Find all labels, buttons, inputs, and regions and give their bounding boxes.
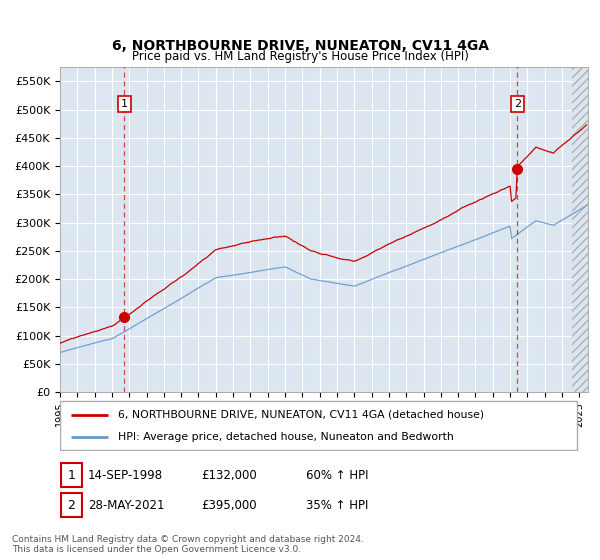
FancyBboxPatch shape	[61, 493, 82, 517]
Text: 6, NORTHBOURNE DRIVE, NUNEATON, CV11 4GA (detached house): 6, NORTHBOURNE DRIVE, NUNEATON, CV11 4GA…	[118, 409, 484, 419]
Text: Contains HM Land Registry data © Crown copyright and database right 2024.
This d: Contains HM Land Registry data © Crown c…	[12, 535, 364, 554]
Text: 14-SEP-1998: 14-SEP-1998	[88, 469, 163, 482]
Text: 2: 2	[68, 499, 76, 512]
FancyBboxPatch shape	[60, 402, 577, 450]
Text: £395,000: £395,000	[201, 499, 256, 512]
Text: HPI: Average price, detached house, Nuneaton and Bedworth: HPI: Average price, detached house, Nune…	[118, 432, 454, 442]
FancyBboxPatch shape	[61, 464, 82, 487]
Text: 1: 1	[121, 99, 128, 109]
Text: 35% ↑ HPI: 35% ↑ HPI	[307, 499, 369, 512]
Text: 60% ↑ HPI: 60% ↑ HPI	[307, 469, 369, 482]
Bar	[572, 67, 588, 392]
Text: Price paid vs. HM Land Registry's House Price Index (HPI): Price paid vs. HM Land Registry's House …	[131, 50, 469, 63]
Text: 1: 1	[68, 469, 76, 482]
Text: 28-MAY-2021: 28-MAY-2021	[88, 499, 164, 512]
Text: 2: 2	[514, 99, 521, 109]
Text: £132,000: £132,000	[201, 469, 257, 482]
Text: 6, NORTHBOURNE DRIVE, NUNEATON, CV11 4GA: 6, NORTHBOURNE DRIVE, NUNEATON, CV11 4GA	[112, 39, 488, 53]
